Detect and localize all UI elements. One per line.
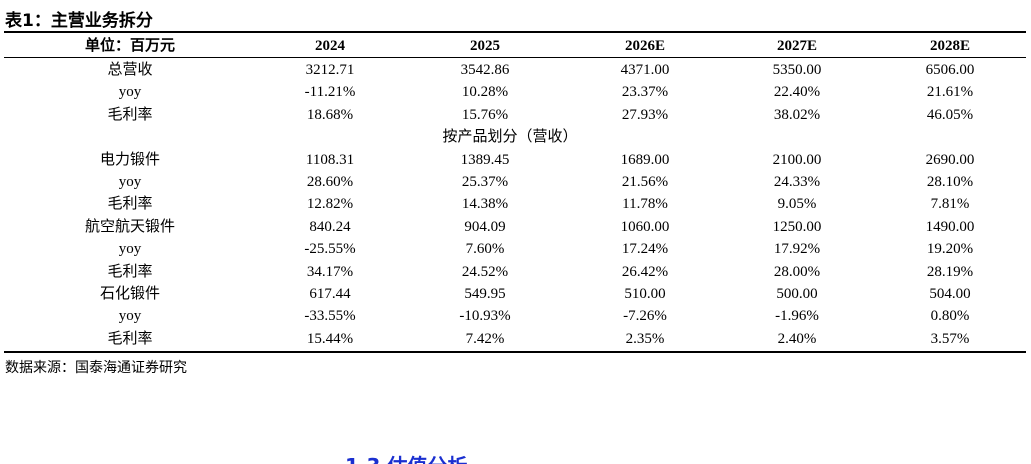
header-cell: 2028E — [929, 38, 971, 54]
value-cell: -1.96% — [775, 308, 819, 325]
value-cell: -25.55% — [304, 241, 356, 258]
value-cell: 3212.71 — [305, 62, 355, 78]
value-cell: 7.60% — [465, 241, 505, 258]
value-cell: 2.40% — [777, 330, 817, 347]
bottom-rule — [4, 351, 1026, 353]
value-cell: 12.82% — [306, 196, 354, 213]
row-label: 毛利率 — [107, 106, 153, 123]
header-cell: 2027E — [776, 38, 818, 54]
value-cell: 7.81% — [930, 196, 970, 213]
value-cell: 0.80% — [930, 308, 970, 325]
row-label: yoy — [118, 84, 142, 101]
header-cell: 单位：百万元 — [84, 38, 176, 54]
value-cell: 34.17% — [306, 263, 354, 280]
value-cell: 5350.00 — [772, 62, 822, 78]
value-cell: 3542.86 — [460, 62, 510, 78]
source-note: 数据来源：国泰海通证券研究 — [5, 361, 187, 376]
value-cell: 840.24 — [309, 218, 351, 235]
value-cell: 25.37% — [461, 174, 509, 190]
value-cell: 17.24% — [621, 241, 669, 258]
value-cell: 22.40% — [773, 84, 821, 101]
value-cell: 24.33% — [773, 174, 821, 190]
value-cell: -10.93% — [459, 308, 511, 325]
next-heading: 1.3 估值分析 — [345, 450, 467, 464]
value-cell: 904.09 — [464, 218, 506, 235]
table-title: 表1：主营业务拆分 — [5, 11, 153, 31]
value-cell: 1250.00 — [772, 218, 822, 235]
value-cell: 6506.00 — [925, 62, 975, 78]
value-cell: 21.61% — [926, 84, 974, 101]
value-cell: 1108.31 — [305, 151, 355, 168]
row-label: 总营收 — [107, 62, 153, 78]
header-cell: 2026E — [624, 38, 666, 54]
row-label: 石化锻件 — [99, 286, 161, 302]
row-label: yoy — [118, 308, 142, 325]
value-cell: 38.02% — [773, 106, 821, 123]
value-cell: 14.38% — [461, 196, 509, 213]
value-cell: 27.93% — [621, 106, 669, 123]
value-cell: -33.55% — [304, 308, 356, 325]
row-label: 航空航天锻件 — [84, 218, 176, 235]
value-cell: 17.92% — [773, 241, 821, 258]
value-cell: 21.56% — [621, 174, 669, 190]
value-cell: 11.78% — [622, 196, 668, 213]
section-row: 按产品划分（营收） — [442, 129, 578, 146]
value-cell: -11.21% — [304, 84, 356, 101]
value-cell: 18.68% — [306, 106, 354, 123]
value-cell: 26.42% — [621, 263, 669, 280]
header-cell: 2025 — [470, 38, 500, 54]
value-cell: 15.76% — [461, 106, 509, 123]
row-label: 电力锻件 — [99, 151, 161, 168]
value-cell: 504.00 — [929, 286, 971, 302]
value-cell: 549.95 — [464, 286, 506, 302]
value-cell: -7.26% — [623, 308, 667, 325]
value-cell: 28.00% — [773, 263, 821, 280]
value-cell: 500.00 — [776, 286, 818, 302]
top-rule — [4, 31, 1026, 33]
value-cell: 23.37% — [621, 84, 669, 101]
value-cell: 1389.45 — [460, 151, 510, 168]
value-cell: 1490.00 — [925, 218, 975, 235]
header-rule — [4, 57, 1026, 58]
value-cell: 2690.00 — [925, 151, 975, 168]
value-cell: 28.19% — [926, 263, 974, 280]
header-cell: 2024 — [315, 38, 345, 54]
value-cell: 15.44% — [306, 330, 354, 347]
value-cell: 28.10% — [926, 174, 974, 190]
value-cell: 617.44 — [309, 286, 351, 302]
value-cell: 24.52% — [461, 263, 509, 280]
row-label: yoy — [118, 174, 142, 190]
row-label: 毛利率 — [107, 263, 153, 280]
value-cell: 28.60% — [306, 174, 354, 190]
value-cell: 2.35% — [625, 330, 665, 347]
value-cell: 10.28% — [461, 84, 509, 101]
value-cell: 4371.00 — [620, 62, 670, 78]
value-cell: 19.20% — [926, 241, 974, 258]
value-cell: 2100.00 — [772, 151, 822, 168]
value-cell: 9.05% — [777, 196, 817, 213]
row-label: 毛利率 — [107, 196, 153, 213]
value-cell: 1060.00 — [620, 218, 670, 235]
value-cell: 46.05% — [926, 106, 974, 123]
row-label: yoy — [118, 241, 142, 258]
row-label: 毛利率 — [107, 330, 153, 347]
value-cell: 1689.00 — [620, 151, 670, 168]
value-cell: 7.42% — [465, 330, 505, 347]
value-cell: 3.57% — [930, 330, 970, 347]
value-cell: 510.00 — [624, 286, 666, 302]
